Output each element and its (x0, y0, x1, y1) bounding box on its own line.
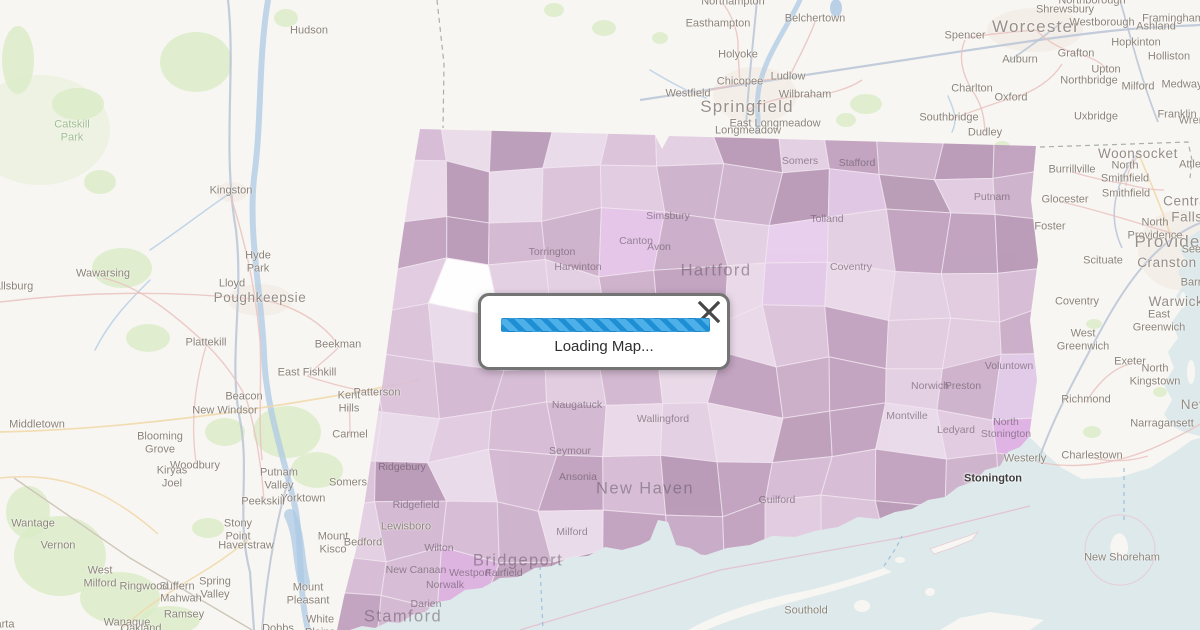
loading-dialog: Loading Map... (478, 293, 730, 370)
loading-text: Loading Map... (554, 338, 654, 355)
progress-bar (501, 318, 710, 332)
